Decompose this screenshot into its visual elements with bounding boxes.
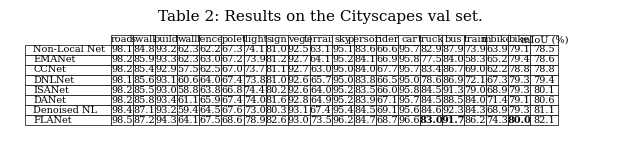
Text: Table 2: Results on the Cityscapes val set.: Table 2: Results on the Cityscapes val s… [157, 10, 483, 24]
